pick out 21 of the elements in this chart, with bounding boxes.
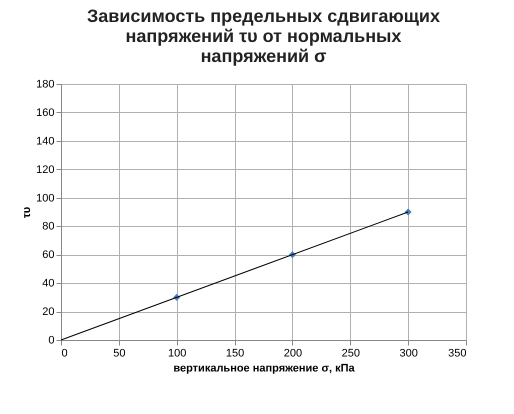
x-tick-label: 250 <box>342 348 360 360</box>
y-tick-label: 180 <box>36 78 54 90</box>
y-tick-label: 140 <box>36 135 54 148</box>
x-tick-label: 150 <box>226 348 244 360</box>
y-axis-title: τυ <box>21 206 34 218</box>
x-tick-label: 350 <box>448 348 466 360</box>
y-tick-label: 120 <box>36 164 54 176</box>
y-tick-label: 20 <box>42 306 54 318</box>
x-tick-label: 100 <box>168 348 186 360</box>
y-tick-label: 160 <box>36 106 54 119</box>
x-tick-label: 0 <box>62 348 68 360</box>
y-tick-label: 80 <box>42 220 54 233</box>
x-tick-label: 200 <box>284 348 302 360</box>
chart-title: Зависимость предельных сдвигающих напряжений τυ от нормальных напряжений σ <box>86 6 440 66</box>
y-tick-label: 100 <box>36 192 54 204</box>
y-tick-label: 0 <box>48 334 54 346</box>
y-tick-label: 40 <box>42 278 54 290</box>
x-tick-label: 50 <box>113 348 126 360</box>
y-tick-label: 60 <box>42 249 54 262</box>
x-tick-label: 300 <box>399 348 418 360</box>
x-axis-title: вертикальное напряжение σ, кПа <box>173 362 356 374</box>
